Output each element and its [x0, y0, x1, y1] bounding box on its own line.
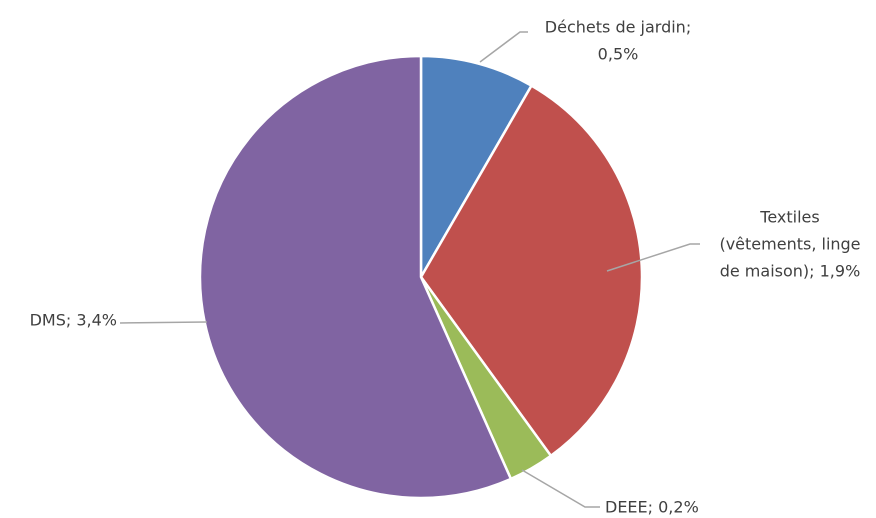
pie-slice [198, 54, 513, 500]
leader-line [521, 469, 600, 508]
leader-line [479, 31, 528, 63]
leader-line [606, 243, 700, 272]
data-label: Déchets de jardin; [545, 18, 691, 37]
data-label: de maison); 1,9% [720, 262, 861, 281]
pie-slice [419, 54, 534, 282]
data-label: Textiles [759, 208, 819, 227]
data-label: 0,5% [598, 45, 639, 64]
data-label: (vêtements, linge [719, 235, 860, 254]
pie-slice [419, 83, 644, 458]
leader-line [119, 321, 208, 324]
data-label: DMS; 3,4% [30, 311, 117, 330]
pie [198, 54, 644, 500]
data-label: DEEE; 0,2% [605, 498, 699, 517]
